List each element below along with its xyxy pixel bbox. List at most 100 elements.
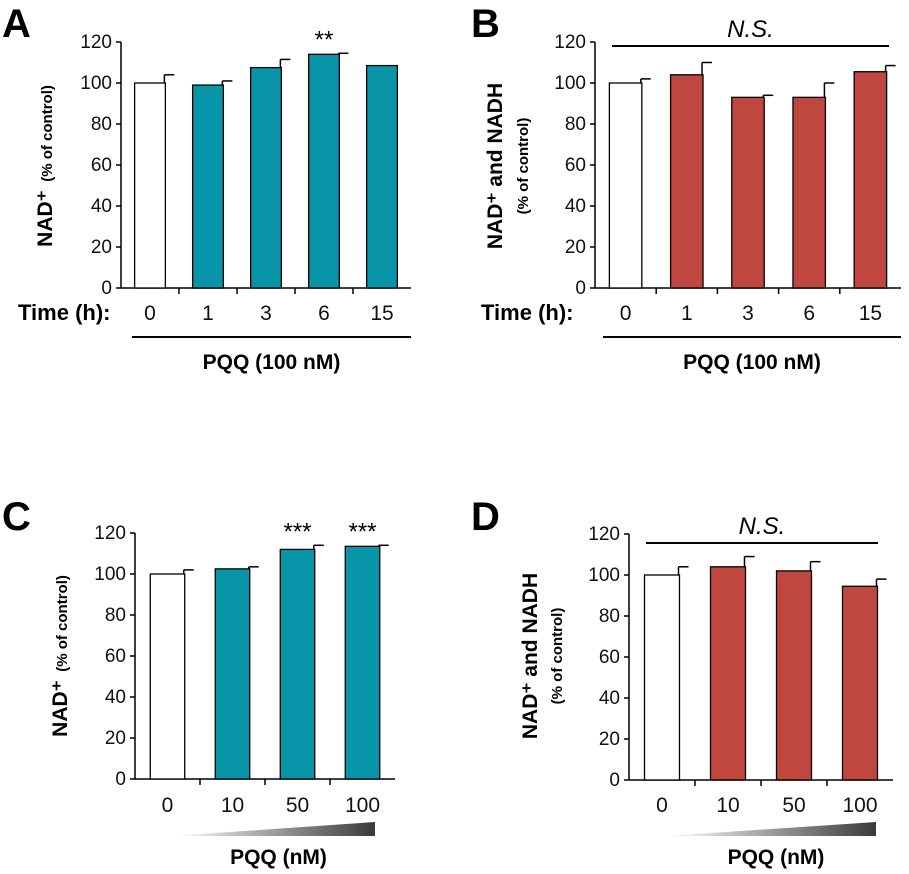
y-axis-label: NAD⁺ (% of control) — [34, 85, 57, 247]
x-tick-label: 100 — [345, 794, 380, 817]
bar — [643, 574, 681, 781]
plot-area: 0 20 40 60 80 100 120 0 1 3 6 ** 15 Time (h): PQQ (100… — [18, 26, 411, 374]
panel-letter: D — [471, 495, 500, 539]
y-tick-label: 120 — [94, 523, 126, 544]
y-tick-label: 20 — [599, 729, 620, 750]
panel-a: A NAD⁺ (% of control) 0 20 40 60 80 100 120 0 1 3… — [2, 2, 411, 374]
bar — [133, 82, 167, 289]
y-tick-label: 120 — [588, 524, 620, 545]
bar — [775, 570, 813, 781]
panel-d: D NAD⁺ and NADH (% of control) 0 20 40 60 80… — [471, 495, 893, 869]
x-tick-label: 50 — [782, 794, 805, 817]
x-tick-label: 10 — [221, 794, 244, 817]
x-tick-label: 0 — [620, 302, 632, 325]
y-tick-label: 40 — [565, 196, 586, 217]
y-tick-label: 0 — [115, 769, 126, 790]
y-tick-label: 20 — [565, 237, 586, 258]
concentration-wedge — [666, 822, 876, 836]
x-tick-label: 15 — [859, 302, 882, 325]
y-tick-label: 60 — [565, 155, 586, 176]
x-tick-label: 15 — [370, 302, 393, 325]
bar — [608, 82, 643, 289]
y-tick-label: 80 — [565, 114, 586, 135]
x-axis-title: PQQ (nM) — [230, 846, 327, 869]
bar — [731, 96, 765, 289]
y-tick-label: 120 — [554, 32, 586, 53]
significance-label: *** — [348, 518, 376, 545]
plot-area: 0 20 40 60 80 100 120 0 10 50 100 N.S. PQQ (nM) — [588, 513, 893, 869]
x-tick-label: 6 — [803, 302, 815, 325]
svg-text:NAD⁺ (% of control): NAD⁺ (% of control) — [49, 575, 72, 737]
y-tick-label: 60 — [91, 155, 112, 176]
bar — [344, 545, 381, 780]
y-label: NAD⁺ — [34, 190, 57, 247]
y-tick-label: 40 — [105, 687, 126, 708]
y-tick-label: 60 — [105, 646, 126, 667]
y-tick-label: 20 — [105, 728, 126, 749]
svg-text:NAD⁺ (% of control): NAD⁺ (% of control) — [34, 85, 57, 247]
plot-area: 0 20 40 60 80 100 120 0 10 50 *** 100 *** PQQ (nM) — [94, 518, 395, 869]
y-tick-label: 0 — [609, 770, 620, 791]
y-tick-label: 120 — [80, 32, 112, 53]
y-tick-label: 60 — [599, 647, 620, 668]
panel-c: C NAD⁺ (% of control) 0 20 40 60 80 100 120 0 10… — [2, 495, 395, 869]
y-tick-label: 100 — [80, 73, 112, 94]
x-tick-label: 0 — [656, 794, 668, 817]
bar — [191, 84, 225, 289]
bar — [149, 573, 186, 780]
y-label-sub: (% of control) — [54, 575, 71, 672]
bar — [249, 66, 283, 289]
x-tick-label: 1 — [681, 302, 693, 325]
bar — [841, 585, 879, 781]
concentration-wedge — [172, 822, 375, 836]
ns-label: N.S. — [727, 16, 774, 43]
bar — [853, 71, 888, 289]
x-tick-label: 6 — [318, 302, 330, 325]
x-tick-label: 3 — [742, 302, 754, 325]
y-tick-label: 80 — [105, 605, 126, 626]
y-tick-label: 40 — [91, 196, 112, 217]
plot-area: 0 20 40 60 80 100 120 0 1 3 6 15 N.S. Time (h): PQQ (1… — [481, 16, 901, 374]
significance-label: ** — [315, 26, 334, 53]
x-prefix-label: Time (h): — [18, 300, 110, 325]
y-tick-label: 0 — [575, 278, 586, 299]
y-axis-label-sub: (% of control) — [515, 118, 532, 215]
x-tick-label: 0 — [144, 302, 156, 325]
bar — [214, 568, 251, 780]
x-tick-label: 100 — [842, 794, 877, 817]
bar — [279, 548, 316, 780]
y-tick-label: 100 — [554, 73, 586, 94]
y-label-sub: (% of control) — [549, 608, 566, 705]
panel-letter: A — [2, 2, 31, 46]
y-tick-label: 40 — [599, 688, 620, 709]
x-tick-label: 10 — [716, 794, 739, 817]
y-tick-label: 100 — [588, 565, 620, 586]
x-tick-label: 1 — [202, 302, 214, 325]
y-label-sub: (% of control) — [39, 85, 56, 182]
x-tick-label: 50 — [286, 794, 309, 817]
y-axis-label-sub: (% of control) — [549, 608, 566, 705]
y-axis-label: NAD⁺ (% of control) — [49, 575, 72, 737]
y-label: NAD⁺ — [49, 680, 72, 737]
bar — [792, 96, 827, 289]
ns-label: N.S. — [739, 513, 786, 540]
y-label: NAD⁺ and NADH — [519, 573, 542, 739]
y-axis-label: NAD⁺ and NADH — [519, 573, 542, 739]
y-tick-label: 20 — [91, 237, 112, 258]
bar — [307, 53, 341, 289]
x-axis-title: PQQ (100 nM) — [683, 351, 821, 374]
x-prefix-label: Time (h): — [481, 300, 573, 325]
panel-letter: B — [471, 2, 500, 46]
significance-label: *** — [283, 518, 311, 545]
y-axis-label: NAD⁺ and NADH — [484, 83, 507, 249]
bar — [709, 566, 747, 781]
y-tick-label: 0 — [101, 278, 112, 299]
y-label-sub: (% of control) — [515, 118, 532, 215]
y-tick-label: 100 — [94, 564, 126, 585]
x-axis-title: PQQ (nM) — [728, 846, 825, 869]
bar — [365, 64, 399, 289]
y-label: NAD⁺ and NADH — [484, 83, 507, 249]
x-tick-label: 0 — [162, 794, 174, 817]
x-tick-label: 3 — [260, 302, 272, 325]
